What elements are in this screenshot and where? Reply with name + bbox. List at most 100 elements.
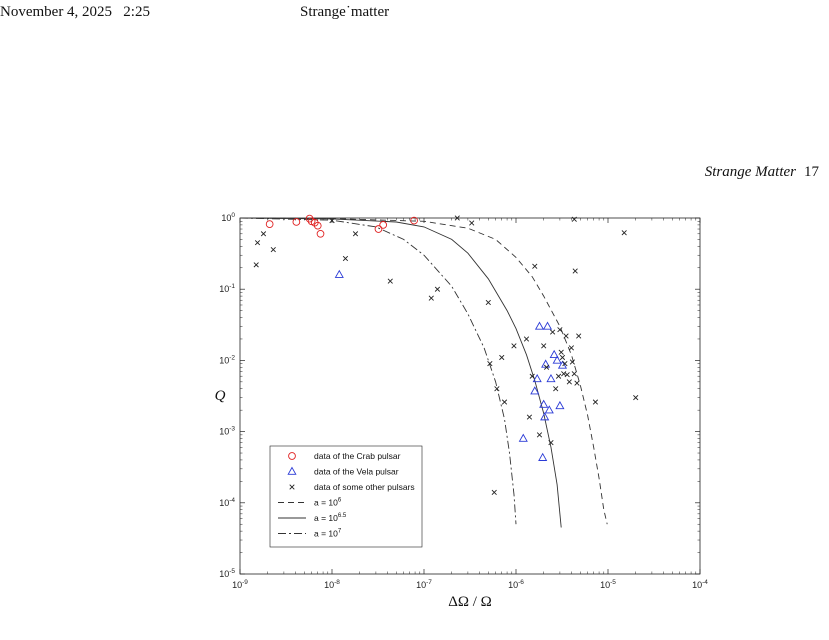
other-pulsar-data-point <box>523 336 530 342</box>
legend-entry-label: a = 107 <box>314 529 342 539</box>
other-pulsar-data-point <box>572 268 578 274</box>
vela-data-point <box>557 360 568 369</box>
other-pulsar-data-point <box>387 278 393 284</box>
other-pulsar-data-point <box>548 440 554 446</box>
crab-data-point <box>374 225 383 233</box>
other-pulsar-data-point <box>574 380 580 386</box>
model-curve <box>239 217 562 528</box>
running-header-date: November 4, 2025 2:25 <box>0 4 150 20</box>
other-pulsar-data-point <box>558 349 564 355</box>
x-tick-label: 10-9 <box>232 579 248 590</box>
other-pulsar-data-point <box>555 373 562 379</box>
running-title-text: Strange Matter <box>704 164 796 180</box>
legend-marker-swatch <box>289 484 295 490</box>
other-pulsar-data-point <box>553 386 559 392</box>
other-pulsar-data-point <box>543 364 550 370</box>
other-pulsar-data-point <box>526 414 533 420</box>
other-pulsar-data-point <box>485 299 491 306</box>
other-pulsar-data-point <box>557 327 563 333</box>
other-pulsar-data-point <box>549 329 556 335</box>
other-pulsar-data-point <box>571 371 577 377</box>
other-pulsar-data-point <box>487 361 493 367</box>
x-tick-label: 10-7 <box>416 579 432 590</box>
running-title: Strange Matter 17 <box>705 164 819 181</box>
other-pulsar-data-point <box>568 345 575 351</box>
other-pulsar-data-point <box>541 343 547 349</box>
other-pulsar-data-point <box>576 333 582 339</box>
vela-data-point <box>538 452 548 461</box>
crab-data-point <box>313 221 322 230</box>
vela-data-point <box>552 355 562 364</box>
legend-marker-swatch <box>287 466 297 475</box>
other-pulsar-data-point <box>352 231 359 237</box>
other-pulsar-data-point <box>342 255 349 262</box>
other-pulsar-data-point <box>428 295 434 301</box>
other-pulsar-data-point <box>329 217 335 224</box>
vela-data-point <box>530 386 540 395</box>
other-pulsar-data-point <box>501 399 508 405</box>
other-pulsar-data-point <box>564 372 570 378</box>
other-pulsar-data-point <box>536 432 543 438</box>
other-pulsar-data-point <box>253 262 259 268</box>
x-tick-label: 10-8 <box>324 579 340 590</box>
crab-data-point <box>305 214 314 223</box>
vela-data-point <box>334 269 344 278</box>
x-axis-title: ΔΩ / Ω <box>448 594 492 610</box>
other-pulsar-data-point <box>563 333 569 339</box>
vela-data-point <box>542 321 553 330</box>
other-pulsar-data-point <box>532 263 538 269</box>
pulsar-glitch-chart: 10-9 10-8 10-7 10-6 10-5 10-4 100 10-1 10-2 10-3 1… <box>215 212 709 610</box>
vela-data-point <box>540 412 550 421</box>
x-tick-label: 10-6 <box>508 579 524 590</box>
x-tick-label: 10-5 <box>600 579 616 590</box>
other-pulsar-data-point <box>254 240 261 246</box>
vela-data-point <box>546 373 556 383</box>
legend-box <box>269 445 423 548</box>
figure: 10-9 10-8 10-7 10-6 10-5 10-4 100 10-1 10-2 10-3 1… <box>190 206 720 616</box>
other-pulsar-data-point <box>566 379 572 385</box>
crab-data-point <box>265 220 274 228</box>
legend-entry-label: a = 106.5 <box>314 513 347 523</box>
other-pulsar-data-point <box>469 220 475 226</box>
other-pulsar-data-point <box>621 230 627 236</box>
other-pulsar-data-point <box>260 231 267 237</box>
legend-entry-label: data of the Vela pulsar <box>314 467 399 477</box>
legend-entry-label: a = 106 <box>314 498 342 508</box>
y-tick-label: 10-4 <box>219 497 235 508</box>
vela-data-point <box>539 399 549 408</box>
vela-data-point <box>555 400 565 410</box>
y-axis-title: Q <box>215 388 226 404</box>
page-number: 17 <box>804 164 819 180</box>
crab-data-point <box>379 221 388 229</box>
other-pulsar-data-point <box>494 386 500 392</box>
other-pulsar-data-point <box>491 489 497 496</box>
other-pulsar-data-point <box>571 216 577 222</box>
other-pulsar-data-point <box>592 399 599 405</box>
other-pulsar-data-point <box>559 354 566 361</box>
running-header-label: Strange˙matter <box>300 4 390 20</box>
vela-data-point <box>544 405 554 414</box>
vela-data-point <box>549 349 559 359</box>
y-tick-label: 10-1 <box>219 283 235 294</box>
model-curve <box>239 217 608 525</box>
other-pulsar-data-point <box>499 354 505 361</box>
legend-marker-swatch <box>288 452 296 460</box>
crab-data-point <box>316 229 325 238</box>
model-curve <box>239 217 517 525</box>
other-pulsar-data-point <box>434 286 441 292</box>
other-pulsar-data-point <box>529 373 535 379</box>
y-tick-label: 100 <box>221 212 235 223</box>
y-tick-label: 10-5 <box>219 568 235 579</box>
x-tick-label: 10-4 <box>692 579 708 590</box>
vela-data-point <box>541 359 551 368</box>
other-pulsar-data-point <box>569 359 575 365</box>
vela-data-point <box>532 373 542 383</box>
other-pulsar-data-point <box>270 246 276 253</box>
crab-data-point <box>410 216 418 225</box>
other-pulsar-data-point <box>562 361 568 367</box>
other-pulsar-data-point <box>633 395 639 401</box>
y-tick-label: 10-2 <box>219 354 235 365</box>
legend-entry-label: data of some other pulsars <box>314 482 415 492</box>
legend-entry-label: data of the Crab pulsar <box>314 451 401 461</box>
other-pulsar-data-point <box>454 215 460 221</box>
